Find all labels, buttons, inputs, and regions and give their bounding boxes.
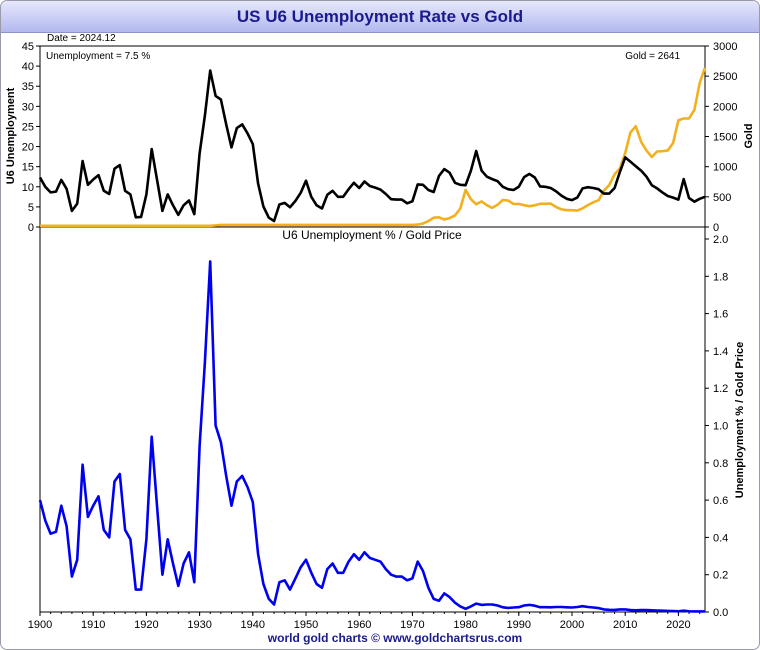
tick-label-left: 25 [22, 121, 34, 133]
tick-label-right: 0.4 [713, 532, 728, 544]
tick-label-left: 5 [28, 202, 34, 214]
footer-credit: world gold charts © www.goldchartsrus.co… [267, 631, 522, 645]
tick-label-x: 1910 [81, 619, 105, 631]
bottom-chart-title: U6 Unemployment % / Gold Price [282, 228, 462, 242]
chart-title: US U6 Unemployment Rate vs Gold [236, 7, 524, 26]
tick-label-left: 0 [28, 222, 34, 234]
tick-label-right: 1.0 [713, 421, 728, 433]
bottom-plot-area [39, 226, 706, 613]
tick-label-x: 1920 [134, 619, 158, 631]
top-right-axis-label: Gold [743, 123, 755, 148]
series-layer [38, 67, 707, 613]
tick-label-x: 1930 [187, 619, 211, 631]
gold-price-line [40, 67, 707, 228]
tick-label-right: 1.8 [713, 271, 728, 283]
tick-label-right: 1.4 [713, 346, 728, 358]
tick-label-left: 35 [22, 81, 34, 93]
tick-label-x: 1990 [507, 619, 531, 631]
tick-label-left: 45 [22, 41, 34, 53]
top-left-axis-label: U6 Unemployment [5, 87, 17, 184]
axis-ticks: 0 5 10 15 20 25 30 35 40 45 0 500 1000 1500 2000 2500 30… [22, 41, 738, 631]
tick-label-left: 10 [22, 182, 34, 194]
unemployment-gold-ratio-line [38, 260, 705, 613]
tick-label-right: 0.8 [713, 458, 728, 470]
tick-label-x: 1960 [347, 619, 371, 631]
annotation-unemployment: Unemployment = 7.5 % [46, 51, 150, 62]
tick-label-x: 2000 [560, 619, 584, 631]
tick-label-right: 3000 [713, 41, 737, 53]
annotation-gold: Gold = 2641 [625, 51, 680, 62]
tick-label-left: 40 [22, 61, 34, 73]
tick-label-right: 1.6 [713, 309, 728, 321]
tick-label-right: 0.0 [713, 607, 728, 619]
tick-label-x: 1980 [453, 619, 477, 631]
tick-label-left: 30 [22, 101, 34, 113]
tick-label-right: 2500 [713, 71, 737, 83]
tick-label-x: 1940 [241, 619, 265, 631]
tick-label-x: 1950 [294, 619, 318, 631]
tick-label-right: 2000 [713, 101, 737, 113]
title-bar: US U6 Unemployment Rate vs Gold [1, 1, 759, 33]
u6-unemployment-line [38, 69, 706, 223]
tick-label-right: 0.6 [713, 495, 728, 507]
tick-label-right: 2.0 [713, 234, 728, 246]
tick-label-x: 2010 [613, 619, 637, 631]
tick-label-left: 20 [22, 142, 34, 154]
tick-label-right: 1500 [713, 132, 737, 144]
tick-label-right: 500 [713, 192, 731, 204]
tick-label-right: 1.2 [713, 383, 728, 395]
tick-label-right: 0.2 [713, 570, 728, 582]
top-plot-area [39, 45, 706, 228]
bottom-right-axis-label: Unemployment % / Gold Price [734, 342, 746, 498]
tick-label-right: 1000 [713, 162, 737, 174]
tick-label-left: 15 [22, 162, 34, 174]
tick-label-x: 1970 [400, 619, 424, 631]
tick-label-right: 0 [713, 222, 719, 234]
tick-label-x: 2020 [666, 619, 690, 631]
date-label: Date = 2024.12 [47, 33, 116, 44]
tick-label-x: 1900 [28, 619, 52, 631]
